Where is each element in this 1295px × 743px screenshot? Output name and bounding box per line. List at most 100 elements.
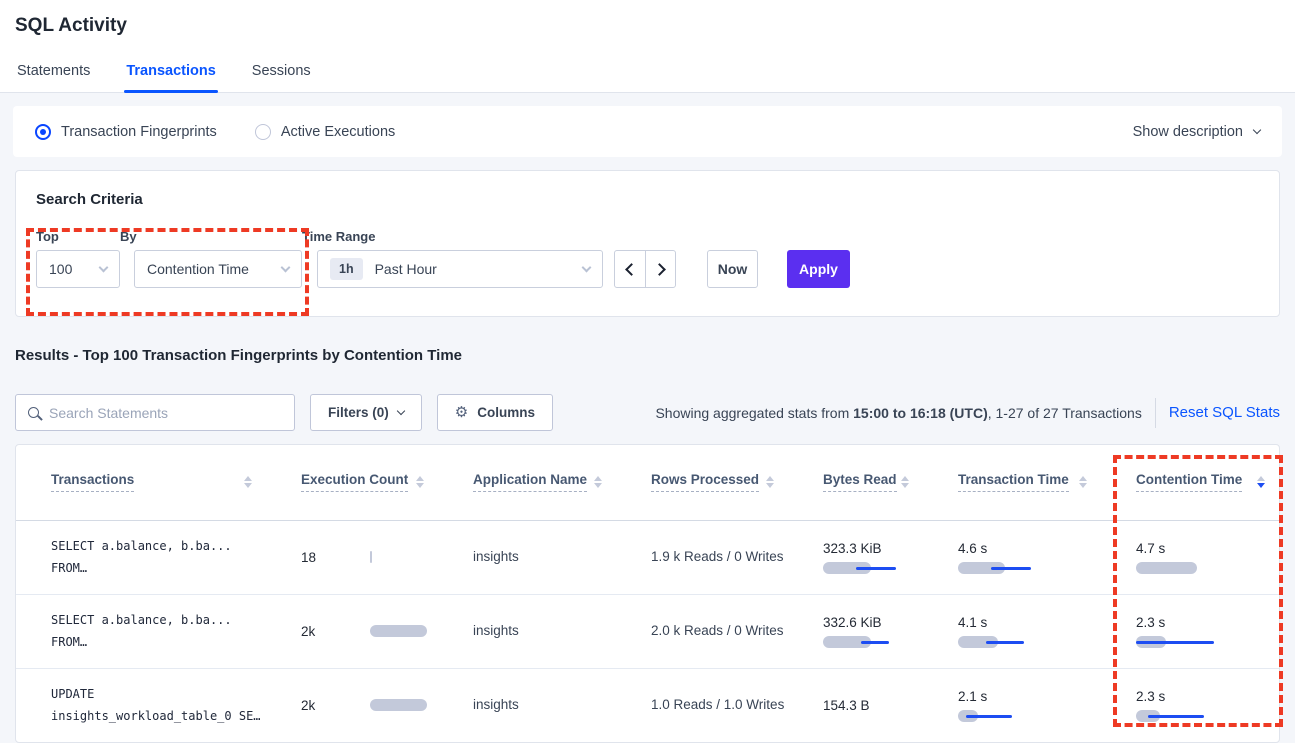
search-statements-box[interactable] — [15, 394, 295, 431]
mean-bar — [958, 635, 998, 648]
bytes-read-value: 332.6 KiB — [823, 614, 882, 630]
by-field: By Contention Time — [120, 229, 302, 288]
bar-chart — [823, 561, 913, 574]
chevron-down-icon — [396, 406, 406, 415]
cell-application-name: insights — [438, 667, 616, 742]
table-row[interactable]: UPDATE insights_workload_table_0 SE… 2k ins… — [16, 667, 1279, 742]
results-toolbar: Filters (0) ⚙ Columns Showing aggregated… — [15, 394, 1280, 431]
execution-count-value: 18 — [301, 549, 317, 565]
transaction-fingerprint-link[interactable]: SELECT a.balance, b.ba... FROM… — [51, 613, 232, 649]
deviation-line — [1136, 640, 1214, 644]
tab-statements[interactable]: Statements — [17, 63, 91, 79]
chevron-left-icon — [625, 262, 638, 276]
time-range-field: Time Range 1h Past Hour — [302, 229, 603, 288]
toolbar-divider — [1154, 397, 1156, 428]
column-label[interactable]: Rows Processed — [651, 472, 760, 493]
column-label[interactable]: Contention Time — [1136, 472, 1243, 493]
cell-transaction-time: 4.1 s — [923, 593, 1101, 668]
filters-label: Filters (0) — [328, 405, 389, 420]
table-row[interactable]: SELECT a.balance, b.ba... FROM… 18 insights… — [16, 520, 1279, 594]
radio-unselected-icon[interactable] — [254, 123, 271, 140]
bar-chart — [369, 625, 439, 637]
by-label: By — [120, 229, 137, 244]
time-range-badge: 1h — [330, 258, 363, 280]
sort-arrows-icon[interactable] — [416, 476, 424, 489]
deviation-line — [1148, 714, 1204, 718]
transaction-fingerprint-link[interactable]: UPDATE insights_workload_table_0 SE… — [51, 687, 261, 724]
chevron-down-icon — [280, 262, 291, 272]
sort-arrows-icon[interactable] — [244, 476, 252, 489]
cell-transaction-fingerprint[interactable]: UPDATE insights_workload_table_0 SE… — [16, 667, 266, 742]
mean-bar — [369, 699, 427, 712]
columns-button[interactable]: ⚙ Columns — [436, 394, 553, 431]
cell-rows-processed: 1.0 Reads / 1.0 Writes — [616, 667, 788, 742]
mean-bar — [369, 551, 372, 563]
filters-button[interactable]: Filters (0) — [310, 394, 422, 431]
previous-time-range-button[interactable] — [615, 251, 645, 287]
sort-arrows-icon[interactable] — [901, 476, 909, 489]
top-select[interactable]: 100 — [36, 250, 120, 288]
cell-rows-processed: 2.0 k Reads / 0 Writes — [616, 593, 788, 668]
cell-transaction-fingerprint[interactable]: SELECT a.balance, b.ba... FROM… — [16, 593, 266, 668]
column-header-execution-count[interactable]: Execution Count — [266, 445, 438, 521]
sort-arrows-icon[interactable] — [1257, 476, 1265, 489]
column-header-transaction-time[interactable]: Transaction Time — [923, 445, 1101, 521]
column-header-application-name[interactable]: Application Name — [438, 445, 616, 521]
rows-processed-value: 1.0 Reads / 1.0 Writes — [651, 697, 785, 713]
contention-time-value: 2.3 s — [1136, 688, 1166, 704]
column-header-rows-processed[interactable]: Rows Processed — [616, 445, 788, 521]
now-button[interactable]: Now — [707, 250, 758, 288]
time-range-value: Past Hour — [374, 261, 437, 277]
bytes-read-value: 323.3 KiB — [823, 540, 882, 556]
tab-bar: Statements Transactions Sessions — [0, 57, 1295, 93]
sort-arrows-icon[interactable] — [1079, 476, 1087, 489]
column-label[interactable]: Bytes Read — [823, 472, 897, 493]
tab-transactions[interactable]: Transactions — [124, 57, 219, 93]
cell-bytes-read: 323.3 KiB — [788, 520, 923, 594]
tab-sessions[interactable]: Sessions — [251, 63, 311, 79]
bar-chart — [958, 709, 1048, 722]
deviation-line — [991, 566, 1031, 570]
column-header-transactions[interactable]: Transactions — [16, 445, 266, 521]
mean-bar — [1136, 561, 1197, 574]
chevron-right-icon — [652, 262, 666, 276]
bar-chart — [823, 635, 913, 648]
search-criteria-card: Search Criteria Top 100 By Contention Ti… — [15, 170, 1280, 317]
time-range-select[interactable]: 1h Past Hour — [317, 250, 603, 288]
column-header-contention-time[interactable]: Contention Time — [1101, 445, 1279, 521]
application-name-value: insights — [473, 697, 519, 713]
radio-active-executions[interactable]: Active Executions — [254, 123, 395, 140]
bar-chart — [369, 699, 439, 712]
mean-bar — [958, 561, 1005, 574]
cell-transaction-fingerprint[interactable]: SELECT a.balance, b.ba... FROM… — [16, 520, 266, 594]
show-description-toggle[interactable]: Show description — [1133, 124, 1262, 140]
apply-button[interactable]: Apply — [787, 250, 850, 288]
by-select[interactable]: Contention Time — [134, 250, 302, 288]
column-label[interactable]: Transactions — [51, 472, 135, 493]
transaction-fingerprint-link[interactable]: SELECT a.balance, b.ba... FROM… — [51, 539, 232, 575]
transactions-table: Transactions Execution Count Application N… — [16, 445, 1279, 742]
mean-bar — [823, 635, 871, 648]
reset-sql-stats-link[interactable]: Reset SQL Stats — [1168, 404, 1280, 421]
sort-arrows-icon[interactable] — [766, 476, 774, 489]
column-label[interactable]: Application Name — [473, 472, 588, 493]
cell-bytes-read: 154.3 B — [788, 667, 923, 742]
bar-chart — [958, 635, 1048, 648]
sort-arrows-icon[interactable] — [594, 476, 602, 489]
search-statements-input[interactable] — [49, 404, 282, 421]
application-name-value: insights — [473, 623, 519, 638]
radio-selected-icon[interactable] — [35, 123, 51, 140]
chevron-down-icon — [98, 262, 109, 272]
cell-contention-time: 2.3 s — [1101, 667, 1279, 742]
cell-transaction-time: 2.1 s — [923, 667, 1101, 742]
deviation-line — [856, 566, 896, 570]
radio-transaction-fingerprints[interactable]: Transaction Fingerprints — [35, 123, 217, 140]
column-header-bytes-read[interactable]: Bytes Read — [788, 445, 923, 521]
next-time-range-button[interactable] — [645, 251, 675, 287]
table-row[interactable]: SELECT a.balance, b.ba... FROM… 2k insights… — [16, 593, 1279, 668]
execution-count-value: 2k — [301, 623, 316, 639]
aggregated-stats-text: Showing aggregated stats from 15:00 to 1… — [655, 405, 1141, 421]
column-label[interactable]: Transaction Time — [958, 472, 1069, 493]
by-select-value: Contention Time — [147, 261, 249, 277]
column-label[interactable]: Execution Count — [301, 472, 409, 493]
